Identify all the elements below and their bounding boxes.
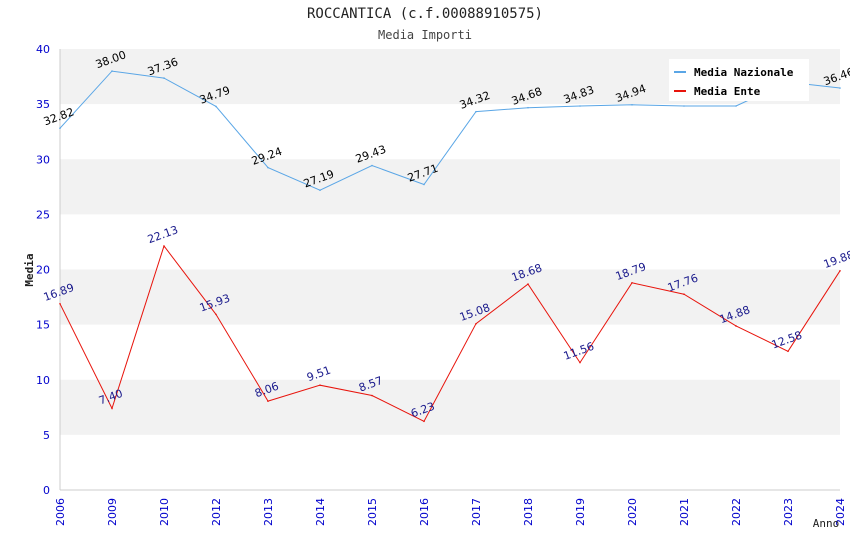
background-band — [60, 159, 840, 215]
data-label: 22.13 — [146, 223, 180, 246]
data-point — [267, 400, 269, 402]
background-band — [60, 379, 840, 435]
chart-subtitle: Media Importi — [378, 28, 472, 42]
y-tick-label: 5 — [43, 429, 50, 442]
series-line — [59, 244, 841, 422]
x-tick-label: 2012 — [210, 498, 223, 526]
x-tick-label: 2021 — [678, 498, 691, 526]
data-point — [631, 282, 633, 284]
legend-label: Media Nazionale — [694, 66, 794, 79]
legend-box — [669, 59, 809, 101]
y-tick-label: 25 — [36, 208, 50, 221]
data-point — [475, 322, 477, 325]
y-axis-label: Media — [23, 253, 36, 286]
x-tick-label: 2024 — [834, 498, 847, 526]
y-tick-label: 35 — [36, 98, 50, 111]
data-label: 12.58 — [770, 329, 804, 352]
data-point — [423, 420, 425, 423]
data-point — [163, 245, 165, 247]
data-point — [267, 166, 269, 169]
chart-title: ROCCANTICA (c.f.00088910575) — [307, 6, 543, 22]
data-point — [475, 110, 477, 113]
x-tick-label: 2006 — [54, 498, 67, 526]
data-point — [631, 103, 633, 106]
y-tick-label: 20 — [36, 264, 50, 277]
data-point — [59, 302, 61, 305]
x-tick-label: 2018 — [522, 498, 535, 526]
x-tick-label: 2020 — [626, 498, 639, 526]
data-point — [579, 361, 581, 364]
y-tick-label: 40 — [36, 43, 50, 56]
series-line — [59, 70, 841, 191]
data-label: 19.88 — [822, 248, 850, 271]
data-point — [527, 283, 529, 285]
axes: 0 5 10 15 20 25 30 35 40 2006 2009 2010 2012 2013 2014… — [36, 43, 847, 526]
x-tick-label: 2013 — [262, 498, 275, 526]
data-point — [111, 407, 113, 410]
data-point — [735, 105, 737, 107]
data-point — [839, 270, 841, 272]
x-tick-label: 2010 — [158, 498, 171, 526]
data-point — [163, 77, 165, 79]
y-tick-label: 15 — [36, 319, 50, 332]
x-tick-label: 2009 — [106, 498, 119, 526]
data-point — [683, 293, 685, 295]
y-tick-label: 10 — [36, 374, 50, 387]
series-group — [59, 70, 841, 423]
data-point — [735, 325, 737, 327]
data-point — [787, 350, 789, 353]
x-tick-label: 2016 — [418, 498, 431, 526]
x-tick-label: 2014 — [314, 498, 327, 526]
x-tick-label: 2017 — [470, 498, 483, 526]
x-axis-label: Anno — [813, 517, 840, 530]
data-point — [527, 106, 529, 109]
x-tick-label: 2023 — [782, 498, 795, 526]
data-point — [215, 105, 217, 108]
data-point — [215, 313, 217, 316]
background-band — [60, 269, 840, 325]
data-point — [319, 189, 321, 192]
data-point — [839, 87, 841, 89]
x-tick-label: 2015 — [366, 498, 379, 526]
data-point — [371, 164, 373, 167]
data-point — [371, 394, 373, 397]
legend: Media Nazionale Media Ente — [669, 59, 809, 101]
x-tick-label: 2022 — [730, 498, 743, 526]
data-point — [111, 70, 113, 72]
background-bands — [60, 49, 840, 435]
y-tick-label: 30 — [36, 153, 50, 166]
x-tick-label: 2019 — [574, 498, 587, 526]
data-point — [319, 384, 321, 386]
data-point — [683, 105, 685, 107]
y-tick-label: 0 — [43, 484, 50, 497]
data-point — [423, 183, 425, 186]
legend-label: Media Ente — [694, 85, 761, 98]
data-point — [59, 127, 61, 129]
data-point — [579, 105, 581, 107]
